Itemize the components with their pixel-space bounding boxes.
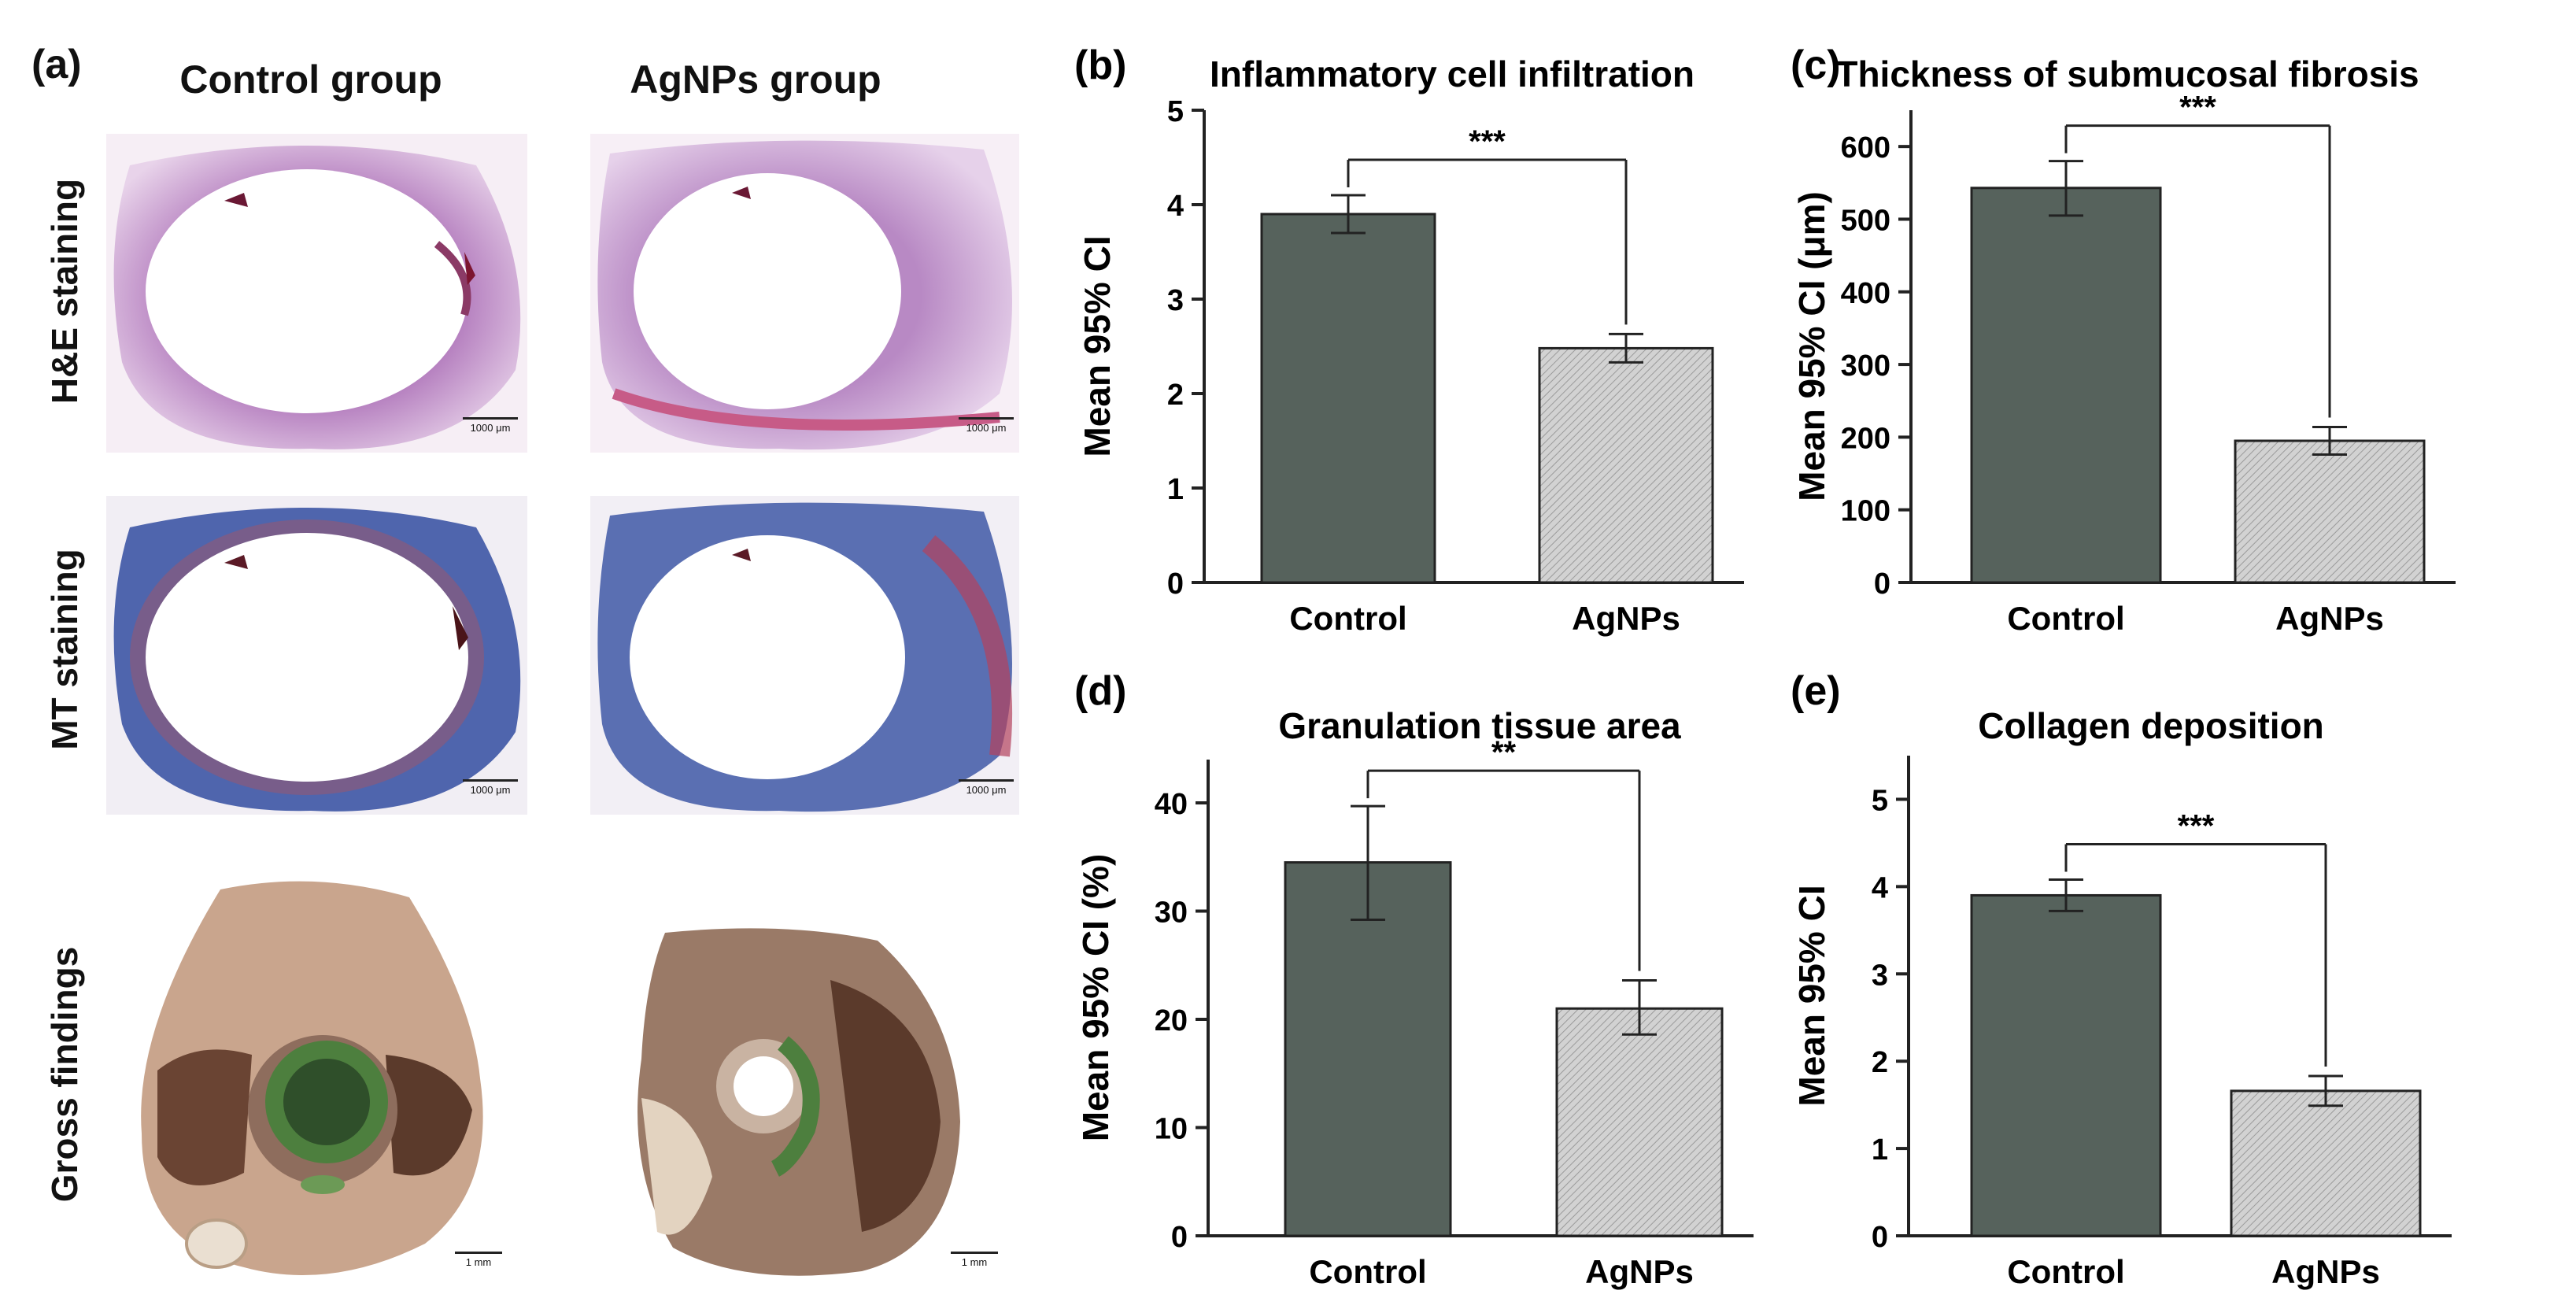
chart-b-bar-agnps <box>1538 346 1714 584</box>
gross-control-photo <box>126 874 496 1291</box>
chart-c-y-tick-label: 400 <box>1841 277 1890 310</box>
mt-control-micrograph <box>106 496 527 815</box>
chart-b-category-label-agnps: AgNPs <box>1572 600 1680 637</box>
chart-d-y-tick-label: 30 <box>1155 897 1188 930</box>
he-agnps-scale-bar: 1000 μm <box>959 417 1014 434</box>
panel-a-letter: (a) <box>31 42 82 87</box>
chart-b-y-tick-label: 5 <box>1167 95 1184 128</box>
chart-b-y-axis-label: Mean 95% CI <box>1077 235 1118 457</box>
mt-agnps-scale-bar: 1000 μm <box>959 779 1014 796</box>
chart-e-title: Collagen deposition <box>1978 705 2324 746</box>
chart-d-significance-stars: ** <box>1491 735 1517 770</box>
chart-c-y-tick-label: 300 <box>1841 349 1890 383</box>
chart-c-y-tick-label: 600 <box>1841 131 1890 165</box>
he-control-micrograph <box>106 134 527 453</box>
chart-e-y-tick-label: 3 <box>1872 959 1888 992</box>
chart-d-y-tick-label: 40 <box>1155 788 1188 821</box>
chart-d-panel-letter: (d) <box>1074 668 1126 714</box>
chart-c-category-label-control: Control <box>2007 600 2124 637</box>
chart-b-y-tick-label: 3 <box>1167 284 1184 317</box>
chart-b-title: Inflammatory cell infiltration <box>1210 54 1695 94</box>
chart-e-y-tick-label: 1 <box>1872 1133 1888 1167</box>
gross-agnps-scale-bar: 1 mm <box>951 1252 998 1268</box>
chart-c-title: Thickness of submucosal fibrosis <box>1835 54 2419 94</box>
chart-e-category-label-control: Control <box>2007 1253 2124 1290</box>
chart-b-y-tick-label: 0 <box>1167 568 1184 601</box>
mt-agnps-micrograph <box>590 496 1019 815</box>
chart-c-y-tick-label: 100 <box>1841 495 1890 528</box>
chart-b-panel-letter: (b) <box>1074 43 1126 88</box>
chart-d-y-tick-label: 10 <box>1155 1113 1188 1146</box>
chart-b-y-tick-label: 2 <box>1167 379 1184 412</box>
chart-d-category-label-agnps: AgNPs <box>1585 1253 1694 1290</box>
chart-d-y-tick-label: 0 <box>1171 1221 1188 1254</box>
mt-control-scale-bar: 1000 μm <box>463 779 518 796</box>
chart-e-category-label-agnps: AgNPs <box>2271 1253 2380 1290</box>
chart-d-bar-control <box>1284 861 1452 1237</box>
chart-e-y-tick-label: 2 <box>1872 1046 1888 1079</box>
chart-e-y-tick-label: 0 <box>1872 1221 1888 1254</box>
column-title-control: Control group <box>179 57 442 102</box>
chart-b-bar-control <box>1260 213 1436 584</box>
chart-d-bar-agnps <box>1555 1007 1724 1237</box>
gross-control-scale-bar: 1 mm <box>455 1252 502 1268</box>
chart-c-y-tick-label: 0 <box>1874 568 1890 601</box>
chart-e-y-tick-label: 5 <box>1872 784 1888 817</box>
chart-d-category-label-control: Control <box>1309 1253 1426 1290</box>
chart-b-category-label-control: Control <box>1289 600 1406 637</box>
chart-c-y-axis-label: Mean 95% CI (μm) <box>1791 191 1832 501</box>
chart-e-y-axis-label: Mean 95% CI <box>1791 885 1832 1106</box>
gross-agnps-photo <box>626 917 968 1283</box>
column-title-agnps: AgNPs group <box>630 57 881 102</box>
chart-c-bar-agnps <box>2234 439 2426 584</box>
chart-c-panel-letter: (c) <box>1791 43 1841 88</box>
chart-c-y-tick-label: 500 <box>1841 204 1890 237</box>
chart-d-y-axis-label: Mean 95% CI (%) <box>1075 854 1116 1142</box>
chart-e-significance-stars: *** <box>2178 808 2215 843</box>
he-control-scale-bar: 1000 μm <box>463 417 518 434</box>
chart-b-y-tick-label: 1 <box>1167 473 1184 506</box>
chart-c-category-label-agnps: AgNPs <box>2275 600 2384 637</box>
chart-e-y-tick-label: 4 <box>1872 871 1888 904</box>
chart-d-y-tick-label: 20 <box>1155 1004 1188 1037</box>
chart-b-y-tick-label: 4 <box>1167 190 1184 223</box>
chart-c-significance-stars: *** <box>2179 91 2216 125</box>
chart-e-panel-letter: (e) <box>1791 668 1841 714</box>
he-agnps-micrograph <box>590 134 1019 453</box>
chart-e-bar-control <box>1970 893 2162 1237</box>
chart-c-bar-control <box>1970 187 2162 584</box>
chart-d-title: Granulation tissue area <box>1278 705 1681 746</box>
chart-e-bar-agnps <box>2230 1089 2422 1237</box>
chart-c-y-tick-label: 200 <box>1841 422 1890 455</box>
chart-b-significance-stars: *** <box>1469 124 1506 159</box>
